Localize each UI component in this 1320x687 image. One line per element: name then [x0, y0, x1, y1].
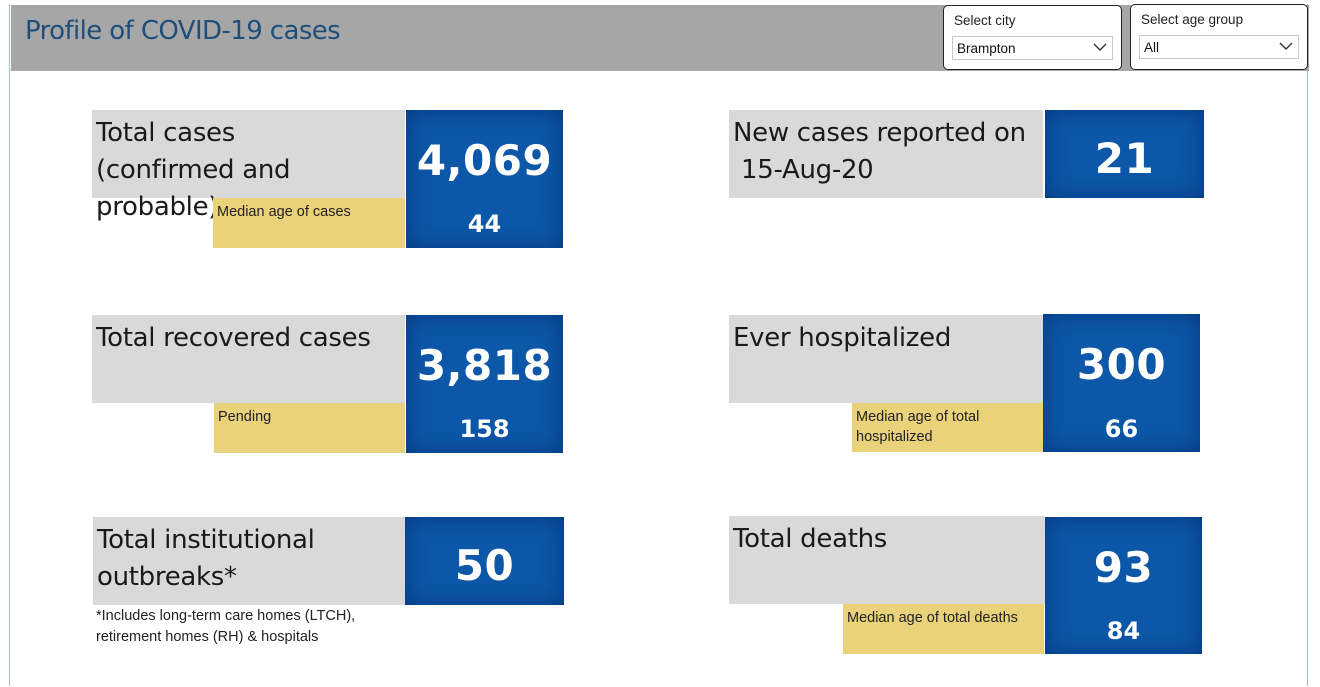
hospitalized-tile: 300 66: [1043, 314, 1200, 452]
recovered-tile: 3,818 158: [406, 315, 563, 453]
new-cases-label-box: New cases reported on 15-Aug-20: [729, 110, 1043, 198]
median-age-deaths-label: Median age of total deaths: [847, 610, 1018, 626]
hospitalized-label-box: Ever hospitalized: [729, 315, 1043, 403]
deaths-tile: 93 84: [1045, 517, 1202, 654]
age-group-slicer: Select age group All: [1130, 4, 1308, 70]
report-frame: [9, 4, 1308, 686]
new-cases-title: New cases reported on 15-Aug-20: [733, 115, 1026, 189]
outbreaks-footnote: *Includes long-term care homes (LTCH), r…: [96, 606, 355, 648]
total-cases-tile: 4,069 44: [406, 110, 563, 248]
median-age-hospitalized-line2: hospitalized: [856, 429, 933, 445]
median-age-hospitalized-label: Median age of total hospitalized: [856, 407, 979, 447]
new-cases-date: 15-Aug-20: [741, 155, 874, 185]
outbreaks-title: Total institutional outbreaks*: [97, 522, 315, 596]
chevron-down-icon[interactable]: [1091, 38, 1109, 56]
total-cases-label-box: Total cases (confirmed and probable): [92, 110, 405, 222]
pending-box: Pending: [214, 403, 405, 453]
page-title: Profile of COVID-19 cases: [25, 16, 341, 46]
total-cases-value: 4,069: [416, 136, 553, 185]
median-age-hospitalized-line1: Median age of total: [856, 409, 980, 425]
new-cases-value: 21: [1094, 134, 1155, 183]
deaths-value: 93: [1093, 543, 1154, 592]
outbreaks-value: 50: [454, 541, 515, 590]
footnote-line1: *Includes long-term care homes (LTCH),: [96, 608, 356, 624]
median-age-cases-label: Median age of cases: [217, 204, 351, 220]
pending-value: 158: [459, 415, 510, 443]
outbreaks-tile: 50: [405, 517, 564, 605]
age-group-dropdown-value: All: [1144, 40, 1160, 55]
recovered-label-box: Total recovered cases: [92, 315, 405, 403]
footnote-line2: retirement homes (RH) & hospitals: [96, 629, 319, 645]
deaths-title: Total deaths: [733, 524, 888, 554]
total-cases-title: Total cases (confirmed and probable): [96, 115, 405, 226]
hospitalized-value: 300: [1076, 340, 1167, 389]
hospitalized-title: Ever hospitalized: [733, 323, 952, 353]
median-age-cases-box: Median age of cases: [213, 198, 405, 248]
age-group-slicer-label: Select age group: [1141, 12, 1244, 27]
city-slicer: Select city Brampton: [943, 5, 1122, 70]
outbreaks-title-line1: Total institutional: [97, 525, 315, 555]
new-cases-tile: 21: [1045, 110, 1204, 198]
pending-label: Pending: [218, 409, 272, 425]
city-dropdown-value: Brampton: [957, 41, 1016, 56]
median-age-deaths-box: Median age of total deaths: [843, 604, 1044, 654]
new-cases-title-line1: New cases reported on: [733, 118, 1026, 148]
city-slicer-label: Select city: [954, 13, 1016, 28]
median-age-hospitalized-box: Median age of total hospitalized: [852, 403, 1043, 452]
median-age-deaths-value: 84: [1106, 617, 1141, 645]
median-age-hospitalized-value: 66: [1104, 415, 1139, 443]
median-age-cases-value: 44: [467, 210, 502, 238]
total-cases-title-line2: (confirmed and probable): [96, 155, 291, 222]
city-dropdown[interactable]: Brampton: [952, 36, 1113, 60]
outbreaks-title-line2: outbreaks*: [97, 562, 237, 592]
deaths-label-box: Total deaths: [729, 516, 1045, 604]
total-cases-title-line1: Total cases: [96, 118, 236, 148]
recovered-title: Total recovered cases: [96, 323, 371, 353]
recovered-value: 3,818: [416, 341, 553, 390]
outbreaks-label-box: Total institutional outbreaks*: [93, 517, 405, 605]
age-group-dropdown[interactable]: All: [1139, 35, 1299, 59]
chevron-down-icon[interactable]: [1277, 37, 1295, 55]
